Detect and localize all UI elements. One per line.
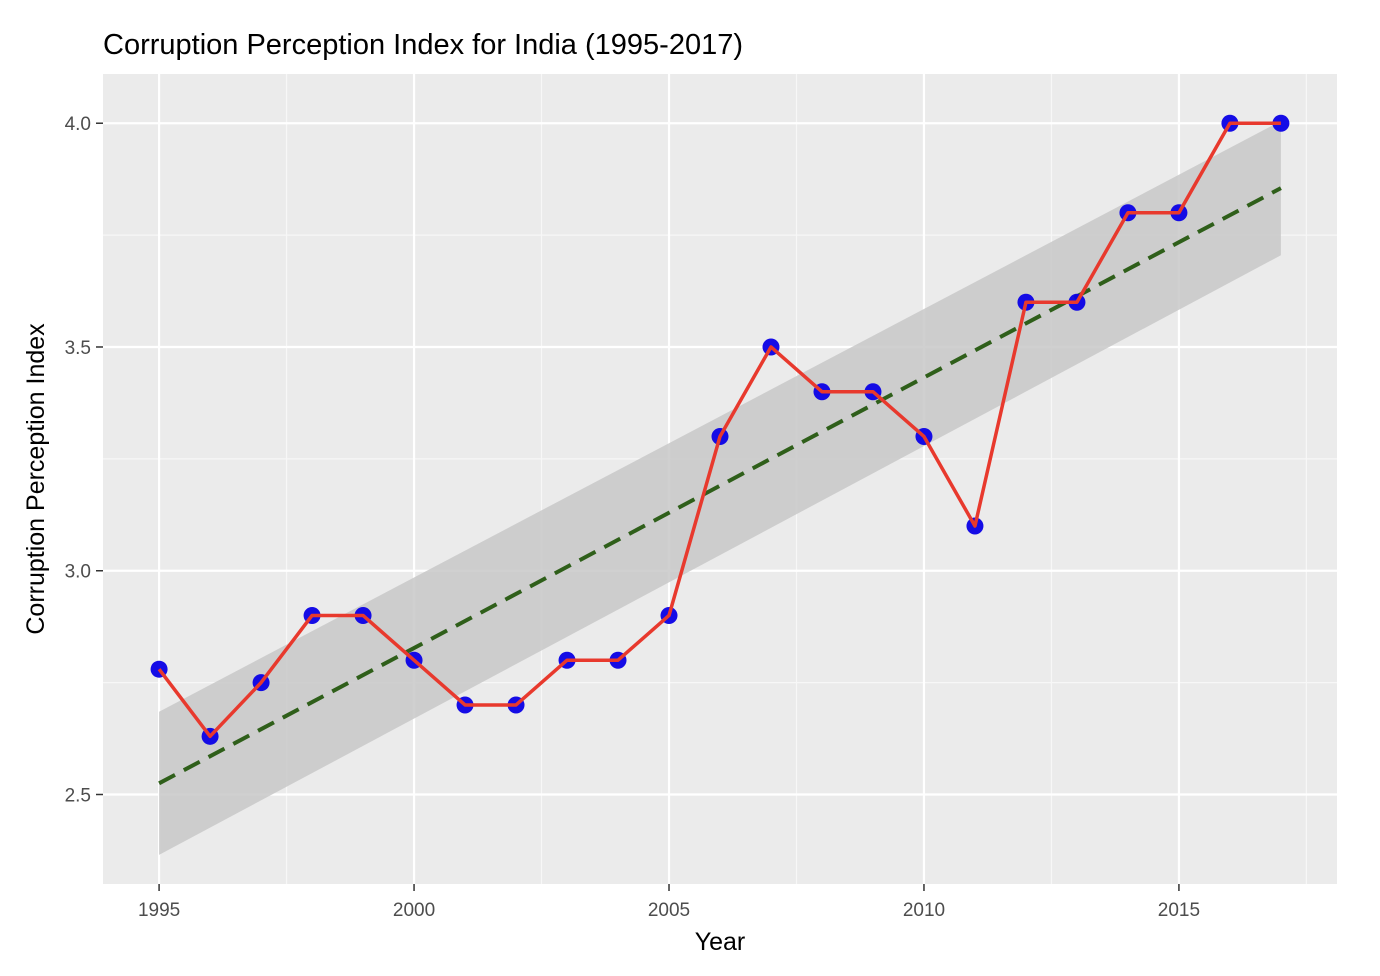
y-tick-label: 3.0 [65, 562, 91, 583]
x-tick-label: 2015 [1158, 900, 1200, 921]
x-tick-label: 2000 [393, 900, 435, 921]
y-tick-label: 3.5 [65, 338, 91, 359]
y-tick-label: 4.0 [65, 114, 91, 135]
trend-line [158, 186, 1282, 786]
y-axis-title: Corruption Perception Index [22, 323, 50, 635]
y-axis-ticks: 2.5 3.0 3.5 4.0 [65, 114, 103, 806]
y-tick-label: 2.5 [65, 785, 91, 806]
x-tick-label: 2010 [903, 900, 945, 921]
x-tick-label: 1995 [138, 900, 180, 921]
x-axis-ticks: 1995 2000 2005 2010 2015 [138, 884, 1200, 921]
x-tick-label: 2005 [648, 900, 690, 921]
x-axis-title: Year [695, 928, 746, 956]
chart-title: Corruption Perception Index for India (1… [103, 29, 743, 61]
series-line [157, 121, 1281, 739]
